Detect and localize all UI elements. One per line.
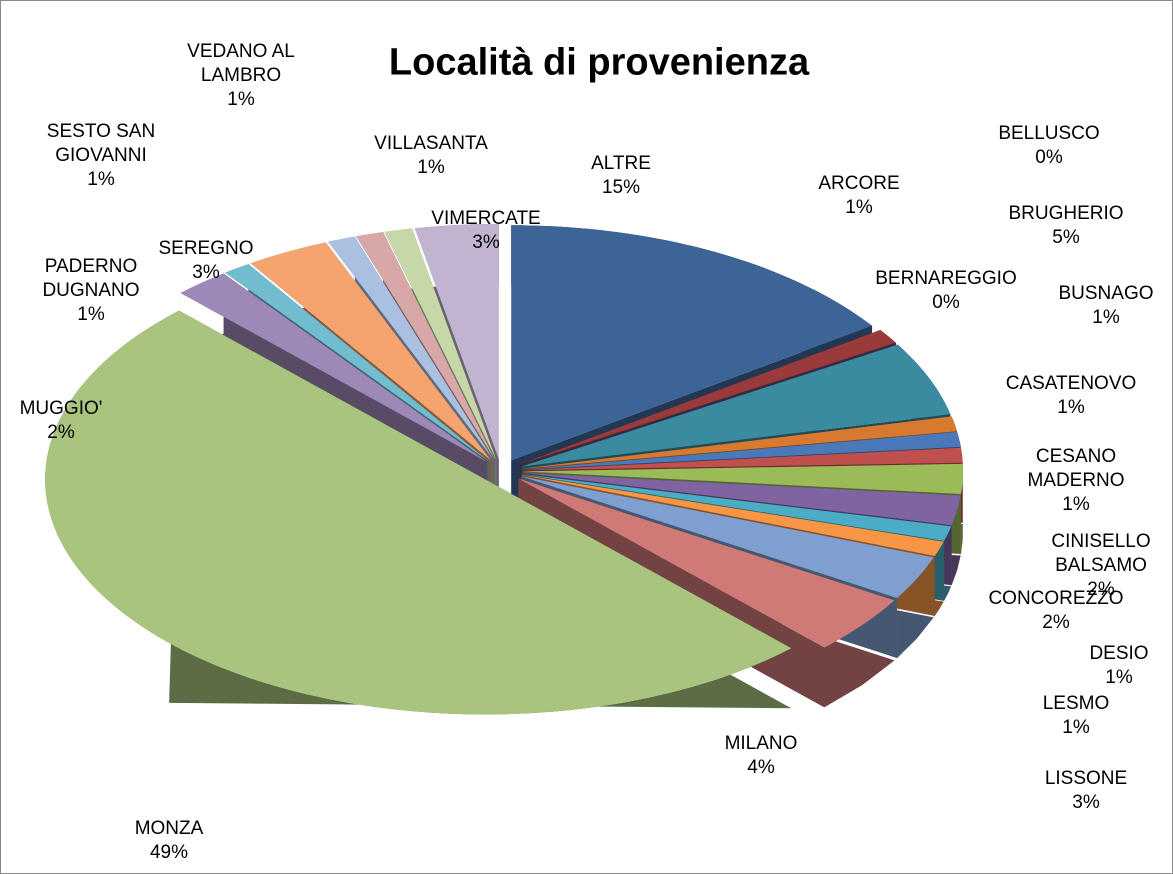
data-label: LISSONE 3%: [1011, 767, 1161, 815]
value-label: 1%: [1092, 307, 1120, 328]
value-label: 1%: [417, 157, 445, 178]
value-label: 1%: [227, 89, 255, 110]
category-label: MILANO: [724, 733, 798, 754]
data-label: CINISELLO BALSAMO 2%: [1026, 530, 1172, 602]
data-label: MILANO 4%: [686, 732, 836, 780]
slice: [250, 242, 491, 461]
value-label: 2%: [1042, 612, 1070, 633]
slice: [45, 310, 792, 715]
data-label: SESTO SAN GIOVANNI 1%: [26, 120, 176, 192]
category-label: BRUGHERIO: [1008, 203, 1124, 224]
category-label: MONZA: [134, 818, 204, 839]
data-label: LESMO 1%: [1001, 692, 1151, 740]
data-label: VEDANO AL LAMBRO 1%: [166, 40, 316, 112]
slice: [511, 225, 873, 461]
value-label: 0%: [1035, 147, 1063, 168]
value-label: 4%: [747, 757, 775, 778]
category-label: VIMERCATE: [431, 208, 541, 229]
data-label: CESANO MADERNO 1%: [1001, 445, 1151, 517]
slice: [519, 330, 896, 465]
category-label: ALTRE: [591, 153, 651, 174]
category-label: BERNAREGGIO: [875, 268, 1017, 289]
value-label: 1%: [1105, 667, 1133, 688]
value-label: 1%: [1062, 494, 1090, 515]
value-label: 2%: [47, 422, 75, 443]
chart-title: Località di provenienza: [388, 41, 810, 84]
value-label: 1%: [87, 169, 115, 190]
category-label: CESANO MADERNO: [1027, 446, 1125, 491]
slice: [518, 478, 895, 648]
data-label: BRUGHERIO 5%: [991, 202, 1141, 250]
category-label: VEDANO AL LAMBRO: [187, 41, 295, 86]
data-label: PADERNO DUGNANO 1%: [16, 255, 166, 327]
category-label: SESTO SAN GIOVANNI: [46, 121, 156, 166]
value-label: 0%: [932, 292, 960, 313]
data-label: BUSNAGO 1%: [1031, 282, 1172, 330]
slice: [522, 447, 963, 471]
category-label: BELLUSCO: [998, 123, 1100, 144]
data-label: VIMERCATE 3%: [411, 207, 561, 255]
value-label: 1%: [1062, 717, 1090, 738]
data-label: SEREGNO 3%: [131, 237, 281, 285]
slice-side: [518, 478, 895, 708]
slice: [522, 463, 963, 494]
slice: [180, 273, 487, 462]
slice: [519, 342, 897, 465]
slice: [356, 232, 495, 460]
slice: [522, 472, 961, 526]
category-label: CONCOREZZO: [988, 588, 1124, 609]
slice: [521, 474, 944, 556]
value-label: 2%: [1087, 579, 1115, 600]
value-label: 1%: [77, 304, 105, 325]
data-label: MONZA 49%: [94, 817, 244, 865]
category-label: ARCORE: [818, 173, 900, 194]
data-label: CASATENOVO 1%: [996, 372, 1146, 420]
data-label: MUGGIO' 2%: [1, 397, 136, 445]
slice: [384, 228, 497, 460]
data-label: CONCOREZZO 2%: [981, 587, 1131, 635]
category-label: DESIO: [1089, 643, 1149, 664]
data-label: ARCORE 1%: [784, 172, 934, 220]
category-label: VILLASANTA: [374, 133, 488, 154]
value-label: 3%: [472, 232, 500, 253]
slice: [414, 224, 499, 459]
data-label: ALTRE 15%: [546, 152, 696, 200]
slice: [522, 431, 961, 470]
value-label: 49%: [149, 842, 189, 863]
value-label: 1%: [845, 197, 873, 218]
data-label: DESIO 1%: [1044, 642, 1172, 690]
slice: [522, 474, 952, 541]
value-label: 15%: [601, 177, 641, 198]
category-label: MUGGIO': [19, 398, 103, 419]
slice: [522, 416, 957, 469]
value-label: 1%: [1057, 397, 1085, 418]
category-label: PADERNO DUGNANO: [42, 256, 140, 301]
slice: [521, 344, 951, 467]
category-label: BUSNAGO: [1058, 283, 1154, 304]
slice: [520, 476, 934, 599]
slice: [328, 236, 494, 460]
category-label: CASATENOVO: [1005, 373, 1137, 394]
data-label: VILLASANTA 1%: [356, 132, 506, 180]
data-label: BELLUSCO 0%: [974, 122, 1124, 170]
category-label: LESMO: [1042, 693, 1110, 714]
slice: [225, 264, 489, 462]
category-label: SEREGNO: [158, 238, 254, 259]
value-label: 3%: [1072, 792, 1100, 813]
data-label: BERNAREGGIO 0%: [871, 267, 1021, 315]
category-label: CINISELLO BALSAMO: [1051, 531, 1151, 576]
category-label: LISSONE: [1044, 768, 1128, 789]
value-label: 3%: [192, 262, 220, 283]
value-label: 5%: [1052, 227, 1080, 248]
